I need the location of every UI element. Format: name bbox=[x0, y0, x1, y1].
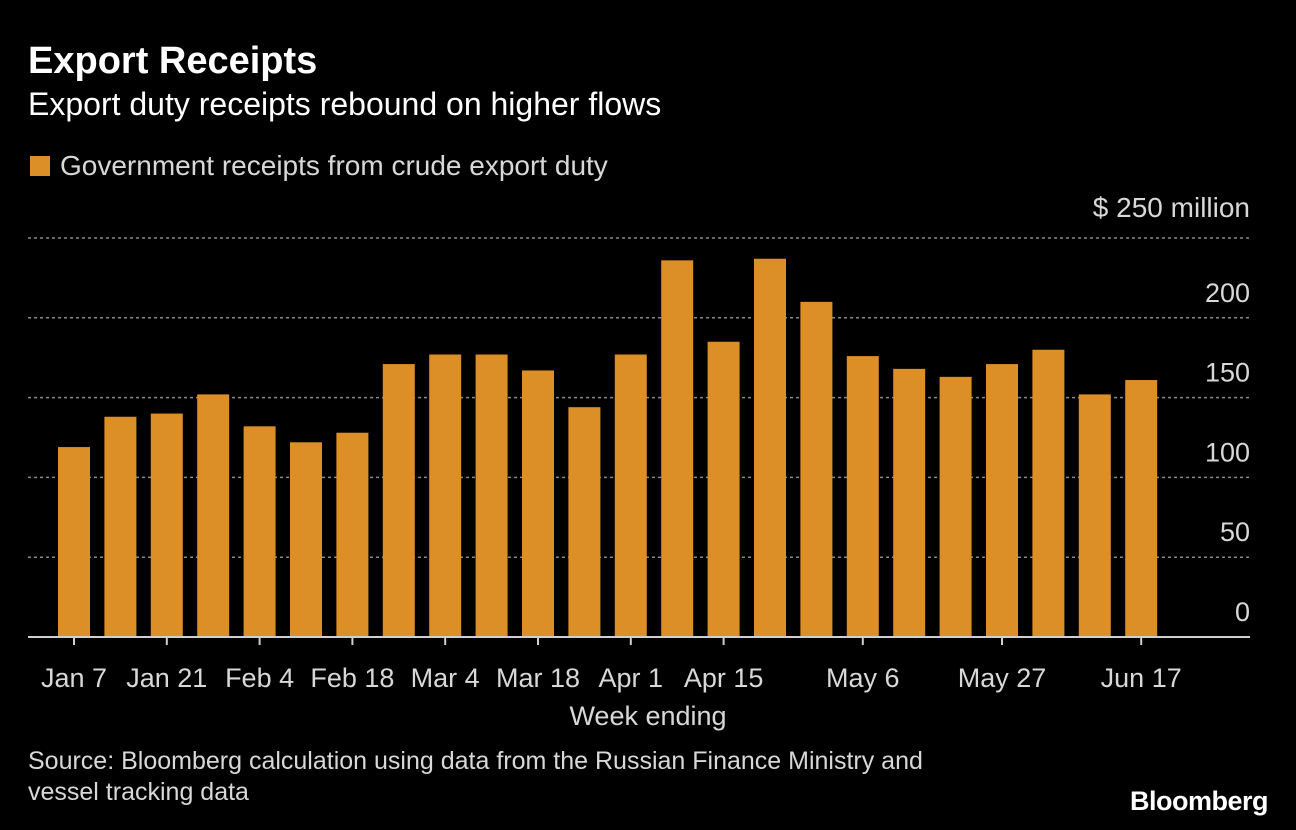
x-tick-label: May 27 bbox=[958, 663, 1047, 693]
y-tick-label: 150 bbox=[1205, 358, 1250, 388]
source-line-2: vessel tracking data bbox=[28, 778, 249, 806]
bar bbox=[1125, 380, 1158, 637]
legend: Government receipts from crude export du… bbox=[30, 150, 608, 182]
bar bbox=[986, 364, 1018, 637]
bar bbox=[243, 426, 276, 637]
bar bbox=[382, 364, 415, 637]
x-tick-label: Apr 1 bbox=[599, 663, 664, 693]
bar bbox=[290, 442, 322, 637]
bar bbox=[614, 354, 647, 637]
y-tick-label: 100 bbox=[1205, 437, 1250, 467]
x-tick-label: May 6 bbox=[826, 663, 900, 693]
x-tick-label: Apr 15 bbox=[684, 663, 764, 693]
bar bbox=[661, 260, 694, 637]
legend-label: Government receipts from crude export du… bbox=[60, 150, 608, 181]
bar bbox=[939, 376, 972, 637]
source-line-1: Source: Bloomberg calculation using data… bbox=[28, 747, 923, 775]
bar bbox=[197, 394, 230, 637]
bar bbox=[429, 354, 462, 637]
bar bbox=[1032, 349, 1065, 637]
y-tick-label: 200 bbox=[1205, 278, 1250, 308]
bar bbox=[846, 356, 879, 637]
bar bbox=[336, 432, 369, 637]
bar bbox=[1078, 394, 1111, 637]
bar bbox=[522, 370, 554, 637]
chart-subtitle: Export duty receipts rebound on higher f… bbox=[28, 86, 662, 122]
y-axis-unit-label: $ 250 million bbox=[1092, 192, 1250, 223]
y-tick-label: 50 bbox=[1220, 517, 1250, 547]
x-tick-label: Mar 18 bbox=[496, 663, 580, 693]
x-axis-title: Week ending bbox=[569, 701, 726, 731]
axes: 0 50 100 150 200 Jan 7 Jan 21 Feb 4 Feb 18 Mar 4 M… bbox=[28, 278, 1250, 693]
legend-swatch bbox=[30, 156, 50, 176]
x-tick-label: Mar 4 bbox=[411, 663, 480, 693]
bar bbox=[800, 301, 833, 637]
x-tick-label: Jan 7 bbox=[41, 663, 107, 693]
bloomberg-logo: Bloomberg bbox=[1129, 786, 1269, 816]
y-tick-label: 0 bbox=[1235, 597, 1250, 627]
bar bbox=[568, 407, 601, 637]
bar bbox=[893, 368, 926, 637]
bar bbox=[58, 447, 90, 637]
bars bbox=[58, 258, 1158, 637]
x-tick-label: Feb 18 bbox=[310, 663, 394, 693]
bar bbox=[475, 354, 508, 637]
source-note: Source: Bloomberg calculation using data… bbox=[28, 746, 923, 808]
bar bbox=[754, 258, 786, 637]
bar bbox=[707, 341, 740, 637]
x-tick-label: Jun 17 bbox=[1101, 663, 1182, 693]
bar bbox=[104, 416, 137, 637]
x-tick-label: Jan 21 bbox=[126, 663, 207, 693]
bar bbox=[150, 413, 183, 637]
chart-title: Export Receipts bbox=[28, 40, 318, 82]
x-tick-label: Feb 4 bbox=[225, 663, 294, 693]
